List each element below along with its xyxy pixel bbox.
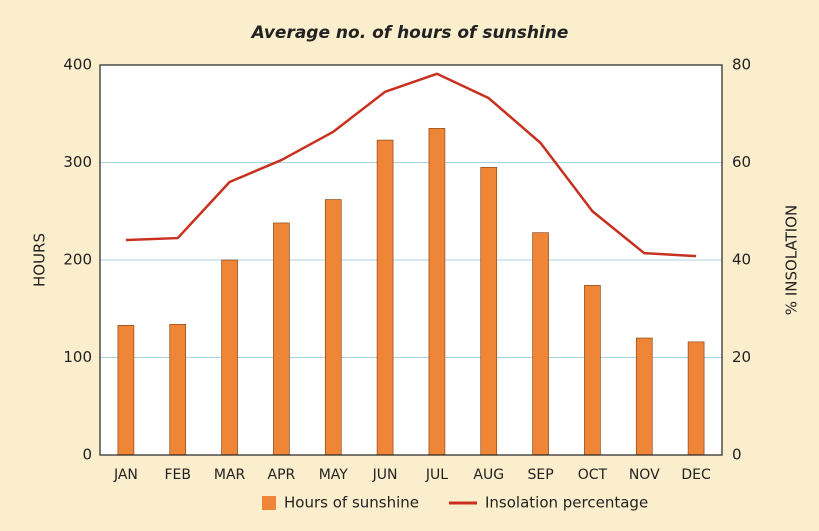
legend-label: Hours of sunshine (284, 494, 419, 512)
y2-tick-label: 60 (732, 153, 751, 171)
y-tick-label: 300 (63, 153, 92, 171)
bar (428, 128, 446, 456)
y-tick-label: 0 (82, 446, 92, 464)
bar (169, 324, 187, 456)
bar (324, 199, 342, 456)
x-tick-label: DEC (681, 467, 711, 483)
y2-tick-label: 0 (732, 446, 742, 464)
x-tick-label: MAR (214, 467, 246, 483)
bar (117, 325, 135, 456)
bar (273, 222, 290, 456)
x-tick-label: AUG (473, 467, 504, 483)
bar (532, 232, 549, 456)
chart-title: Average no. of hours of sunshine (250, 23, 569, 43)
x-tick-label: NOV (629, 467, 660, 483)
bar (480, 167, 498, 456)
bar (221, 259, 238, 456)
y2-tick-label: 80 (732, 56, 751, 74)
x-tick-label: JUL (425, 467, 448, 483)
legend-label: Insolation percentage (485, 494, 648, 512)
bar (376, 139, 394, 456)
x-tick-label: JAN (113, 467, 138, 483)
bar (635, 337, 653, 456)
y-tick-label: 100 (63, 348, 92, 366)
y-tick-label: 400 (63, 56, 92, 74)
legend-swatch (262, 496, 276, 510)
x-tick-label: APR (268, 467, 296, 483)
y-axis-label: HOURS (31, 233, 49, 287)
x-tick-label: OCT (578, 467, 608, 483)
bar (584, 285, 601, 456)
x-tick-label: SEP (527, 467, 553, 483)
y2-axis-label: % INSOLATION (783, 205, 801, 315)
plot-border (99, 64, 723, 456)
x-tick-label: MAY (319, 467, 349, 483)
x-tick-label: JUN (372, 467, 398, 483)
y2-tick-label: 20 (732, 348, 751, 366)
y-tick-label: 200 (63, 251, 92, 269)
line (125, 72, 697, 258)
x-tick-label: FEB (164, 467, 191, 483)
bar (687, 341, 705, 456)
y2-tick-label: 40 (732, 251, 751, 269)
